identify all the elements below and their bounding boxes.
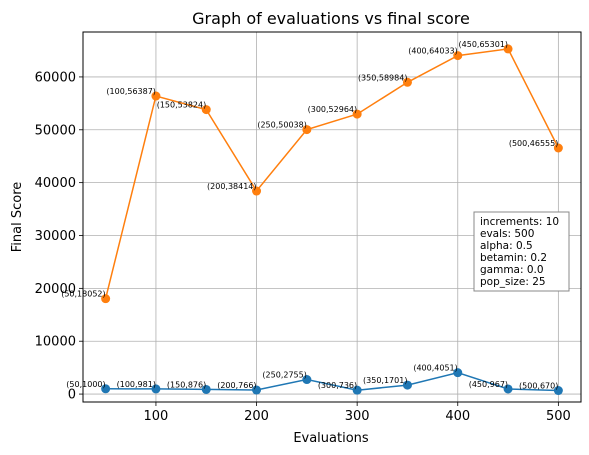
data-point	[503, 44, 513, 54]
point-label: (300,52964)	[308, 105, 358, 114]
point-labels: (50,1000) (100,981) (150,876) (200,766) (250…	[61, 40, 558, 391]
plot-frame	[82, 31, 582, 403]
annotation-frame	[473, 211, 570, 292]
data-point	[302, 125, 312, 135]
point-label: (350,1701)	[363, 376, 407, 385]
y-tick-label: 0	[68, 388, 76, 403]
data-point	[402, 380, 412, 390]
point-label: (400,4051)	[413, 364, 457, 373]
y-tick-label: 30000	[35, 229, 76, 244]
point-label: (50,1000)	[66, 380, 105, 389]
y-tick-label: 40000	[35, 176, 76, 191]
point-label: (250,2755)	[262, 371, 306, 380]
annotation-line: pop_size: 25	[480, 276, 546, 288]
series-1	[101, 44, 563, 304]
data-point	[352, 109, 362, 119]
data-point	[402, 77, 412, 87]
x-tick-label: 100	[144, 409, 169, 424]
data-point	[201, 105, 211, 115]
x-tick-label: 500	[546, 409, 571, 424]
data-point	[201, 384, 211, 394]
series-layer	[101, 44, 563, 396]
point-label: (400,64033)	[408, 47, 458, 56]
point-label: (450,65301)	[459, 40, 509, 49]
data-point	[503, 384, 513, 394]
y-tick-label: 20000	[35, 282, 76, 297]
axis-ticks: 100 200 300 400 500 0 10000 20000 30000 40000 5000…	[35, 70, 571, 424]
y-tick-label: 10000	[35, 335, 76, 350]
annotation-line: evals: 500	[480, 228, 534, 240]
point-label: (150,53824)	[157, 101, 207, 110]
annotation-line: betamin: 0.2	[480, 252, 547, 264]
point-label: (200,38414)	[207, 182, 257, 191]
data-point	[151, 384, 161, 394]
data-point	[302, 375, 312, 385]
data-point	[252, 186, 262, 196]
data-point	[151, 91, 161, 101]
point-label: (300,736)	[318, 381, 357, 390]
series-line	[105, 371, 559, 392]
x-axis-label: Evaluations	[293, 431, 369, 446]
y-axis-label: Final Score	[10, 182, 25, 253]
chart-title: Graph of evaluations vs final score	[192, 9, 470, 28]
data-point	[101, 294, 111, 304]
data-point	[252, 385, 262, 395]
data-point	[101, 384, 111, 394]
x-tick-label: 300	[345, 409, 370, 424]
data-point	[453, 51, 463, 61]
point-label: (100,56387)	[106, 87, 156, 96]
data-point	[352, 385, 362, 395]
x-tick-label: 400	[445, 409, 470, 424]
annotation-line: alpha: 0.5	[480, 240, 533, 252]
point-label: (150,876)	[167, 380, 206, 389]
data-point	[453, 368, 463, 378]
point-label: (200,766)	[217, 381, 256, 390]
series-0	[101, 368, 563, 396]
point-label: (500,670)	[519, 382, 558, 391]
point-label: (100,981)	[117, 380, 156, 389]
point-label: (350,58984)	[358, 73, 408, 82]
point-label: (500,46555)	[509, 139, 559, 148]
x-tick-label: 200	[244, 409, 269, 424]
y-tick-label: 60000	[35, 70, 76, 85]
annotation-line: increments: 10	[480, 216, 559, 228]
point-label: (250,50038)	[257, 121, 307, 130]
annotation-line: gamma: 0.0	[480, 264, 544, 276]
point-label: (450,967)	[469, 380, 508, 389]
data-point	[553, 143, 563, 153]
y-tick-label: 50000	[35, 123, 76, 138]
series-line	[104, 48, 560, 299]
data-point	[553, 386, 563, 396]
